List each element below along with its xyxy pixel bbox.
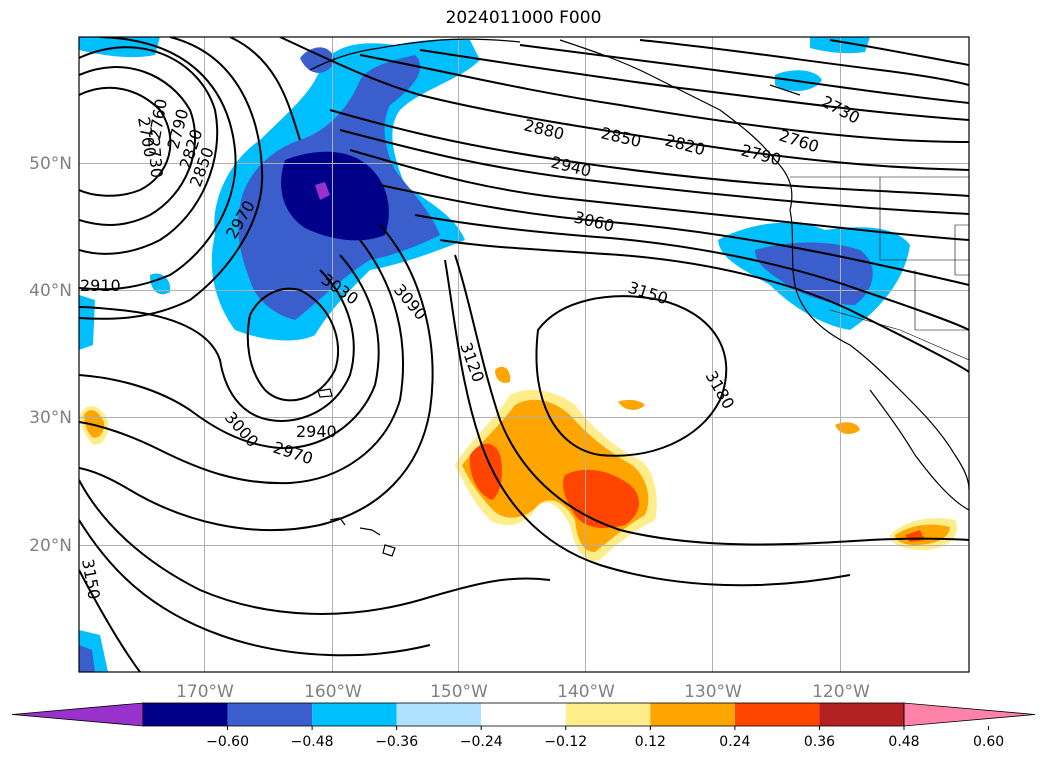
colorbar-tick-label: 0.12 <box>635 734 666 750</box>
colorbar-block <box>734 703 820 726</box>
contour-label: 2730 <box>144 137 166 179</box>
plot-frame <box>78 36 970 673</box>
shaded-negative-anomaly <box>79 37 910 672</box>
longitude-ticks: 170°W 160°W 150°W 140°W 130°W 120°W <box>176 682 870 702</box>
colorbar-tick-label: −0.12 <box>544 734 587 750</box>
latitude-ticks: 50°N 40°N 30°N 20°N <box>29 154 72 556</box>
map-title: 2024011000 F000 <box>445 8 602 28</box>
colorbar-blocks <box>11 702 1036 727</box>
colorbar-tick-label: 0.36 <box>804 734 835 750</box>
colorbar-block <box>481 703 566 726</box>
height-contours <box>79 37 969 672</box>
colorbar-block <box>312 703 397 726</box>
lat-tick-label: 50°N <box>29 154 72 174</box>
colorbar-tick-label: 0.60 <box>973 734 1004 750</box>
lon-tick-label: 170°W <box>176 682 234 702</box>
colorbar-block <box>565 703 651 726</box>
colorbar-block <box>819 703 904 726</box>
colorbar-frame <box>142 702 905 727</box>
colorbar-extend-low <box>11 702 144 727</box>
contour-label: 2910 <box>80 276 121 295</box>
colorbar-block <box>396 703 482 726</box>
lat-tick-label: 40°N <box>29 281 72 301</box>
colorbar-tick-label: 0.48 <box>888 734 919 750</box>
lon-tick-label: 160°W <box>304 682 362 702</box>
colorbar-tick-label: 0.24 <box>719 734 750 750</box>
colorbar-block <box>143 703 228 726</box>
colorbar-tick-label: −0.60 <box>206 734 249 750</box>
contour-label: 2940 <box>296 422 337 441</box>
colorbar-extend-high <box>903 702 1036 727</box>
lon-tick-label: 150°W <box>430 682 488 702</box>
lat-tick-label: 20°N <box>29 536 72 556</box>
colorbar-block <box>650 703 735 726</box>
lat-tick-label: 30°N <box>29 408 72 428</box>
lon-tick-label: 130°W <box>684 682 742 702</box>
colorbar: −0.60 −0.48 −0.36 −0.24 −0.12 0.12 0.24 0.36 0.4… <box>11 702 1036 750</box>
colorbar-tick-label: −0.24 <box>460 734 503 750</box>
colorbar-ticks: −0.60 −0.48 −0.36 −0.24 −0.12 0.12 0.24 0.36 0.4… <box>206 726 1004 750</box>
plot-area: 2730 2760 2790 2820 2850 2880 2940 3060 … <box>79 37 969 672</box>
colorbar-tick-label: −0.48 <box>291 734 334 750</box>
lon-tick-label: 120°W <box>812 682 870 702</box>
colorbar-block <box>227 703 313 726</box>
colorbar-tick-label: −0.36 <box>375 734 418 750</box>
lon-tick-label: 140°W <box>557 682 615 702</box>
